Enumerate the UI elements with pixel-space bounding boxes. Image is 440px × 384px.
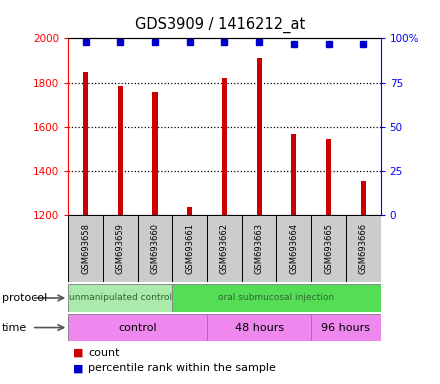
Bar xyxy=(207,314,311,341)
Text: ■: ■ xyxy=(73,363,83,373)
Bar xyxy=(276,215,311,282)
Text: 96 hours: 96 hours xyxy=(321,323,370,333)
Text: count: count xyxy=(88,348,120,358)
Bar xyxy=(346,215,381,282)
Text: GSM693666: GSM693666 xyxy=(359,223,368,274)
Bar xyxy=(68,314,207,341)
Bar xyxy=(117,86,123,215)
Text: GSM693659: GSM693659 xyxy=(116,223,125,274)
Bar xyxy=(361,181,366,215)
Text: GSM693661: GSM693661 xyxy=(185,223,194,274)
Bar xyxy=(207,215,242,282)
Text: percentile rank within the sample: percentile rank within the sample xyxy=(88,363,276,373)
Bar xyxy=(291,134,297,215)
Text: oral submucosal injection: oral submucosal injection xyxy=(218,293,334,303)
Text: ■: ■ xyxy=(73,348,83,358)
Bar xyxy=(326,139,331,215)
Text: GSM693663: GSM693663 xyxy=(255,223,264,274)
Bar xyxy=(257,58,262,215)
Bar xyxy=(242,215,276,282)
Bar xyxy=(311,314,381,341)
Bar xyxy=(68,284,172,312)
Text: control: control xyxy=(118,323,157,333)
Text: protocol: protocol xyxy=(2,293,48,303)
Text: GSM693665: GSM693665 xyxy=(324,223,333,274)
Bar xyxy=(138,215,172,282)
Text: GSM693664: GSM693664 xyxy=(290,223,298,274)
Bar xyxy=(152,92,158,215)
Bar xyxy=(172,215,207,282)
Text: GDS3909 / 1416212_at: GDS3909 / 1416212_at xyxy=(135,17,305,33)
Text: GSM693660: GSM693660 xyxy=(150,223,159,274)
Bar xyxy=(68,215,103,282)
Text: GSM693658: GSM693658 xyxy=(81,223,90,274)
Text: GSM693662: GSM693662 xyxy=(220,223,229,274)
Text: time: time xyxy=(2,323,27,333)
Text: 48 hours: 48 hours xyxy=(235,323,284,333)
Text: unmanipulated control: unmanipulated control xyxy=(69,293,172,303)
Bar xyxy=(311,215,346,282)
Bar xyxy=(83,72,88,215)
Bar xyxy=(187,207,192,215)
Bar xyxy=(172,284,381,312)
Bar xyxy=(222,78,227,215)
Bar xyxy=(103,215,138,282)
